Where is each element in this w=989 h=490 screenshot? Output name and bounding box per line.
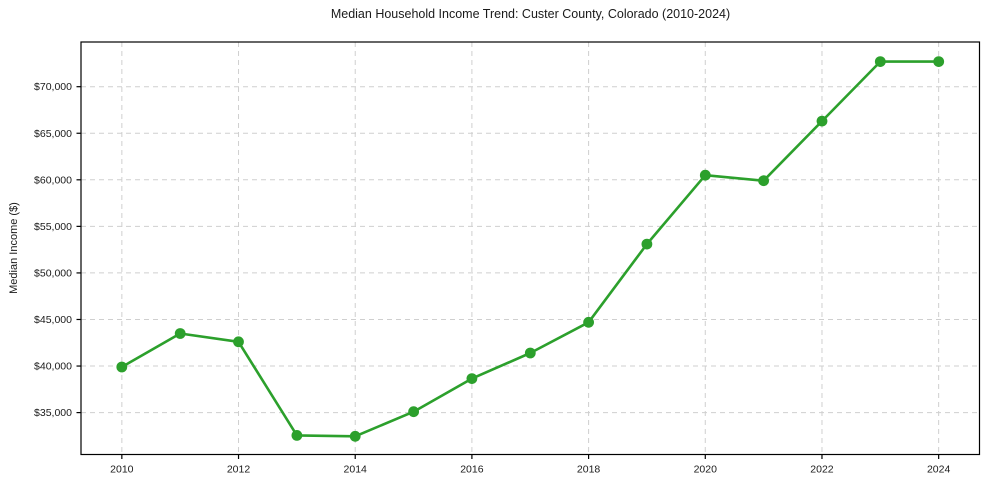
data-point-2021 (758, 175, 769, 187)
data-point-2012 (233, 336, 244, 348)
data-point-2022 (816, 115, 828, 127)
data-point-2015 (408, 406, 419, 418)
data-point-2010 (116, 361, 128, 373)
data-point-2020 (699, 169, 711, 181)
data-point-2013 (291, 430, 303, 441)
y-tick-label: $40,000 (34, 361, 72, 373)
y-tick-label: $45,000 (34, 314, 72, 326)
y-tick-label: $70,000 (34, 81, 72, 93)
y-tick-label: $35,000 (34, 407, 72, 419)
y-tick-label: $60,000 (34, 174, 72, 186)
x-tick-label: 2014 (344, 464, 368, 476)
data-point-2014 (349, 430, 361, 442)
y-tick-label: $50,000 (34, 267, 72, 279)
data-point-2017 (524, 347, 536, 359)
data-point-2019 (641, 238, 653, 250)
data-point-2016 (466, 373, 478, 384)
y-tick-label: $65,000 (34, 128, 72, 140)
data-point-2023 (874, 56, 886, 67)
x-tick-label: 2016 (460, 464, 484, 476)
x-tick-label: 2020 (694, 464, 718, 476)
chart-title: Median Household Income Trend: Custer Co… (330, 7, 731, 21)
x-tick-label: 2012 (227, 464, 251, 476)
x-tick-label: 2018 (577, 464, 601, 476)
x-tick-label: 2022 (810, 464, 834, 476)
data-point-2024 (933, 56, 945, 67)
x-tick-label: 2024 (927, 464, 951, 476)
data-point-2011 (174, 328, 186, 339)
y-tick-label: $55,000 (34, 221, 72, 233)
data-line (120, 60, 940, 438)
x-tick-label: 2010 (110, 464, 134, 476)
data-point-2018 (583, 316, 594, 328)
plot-border (80, 41, 981, 456)
